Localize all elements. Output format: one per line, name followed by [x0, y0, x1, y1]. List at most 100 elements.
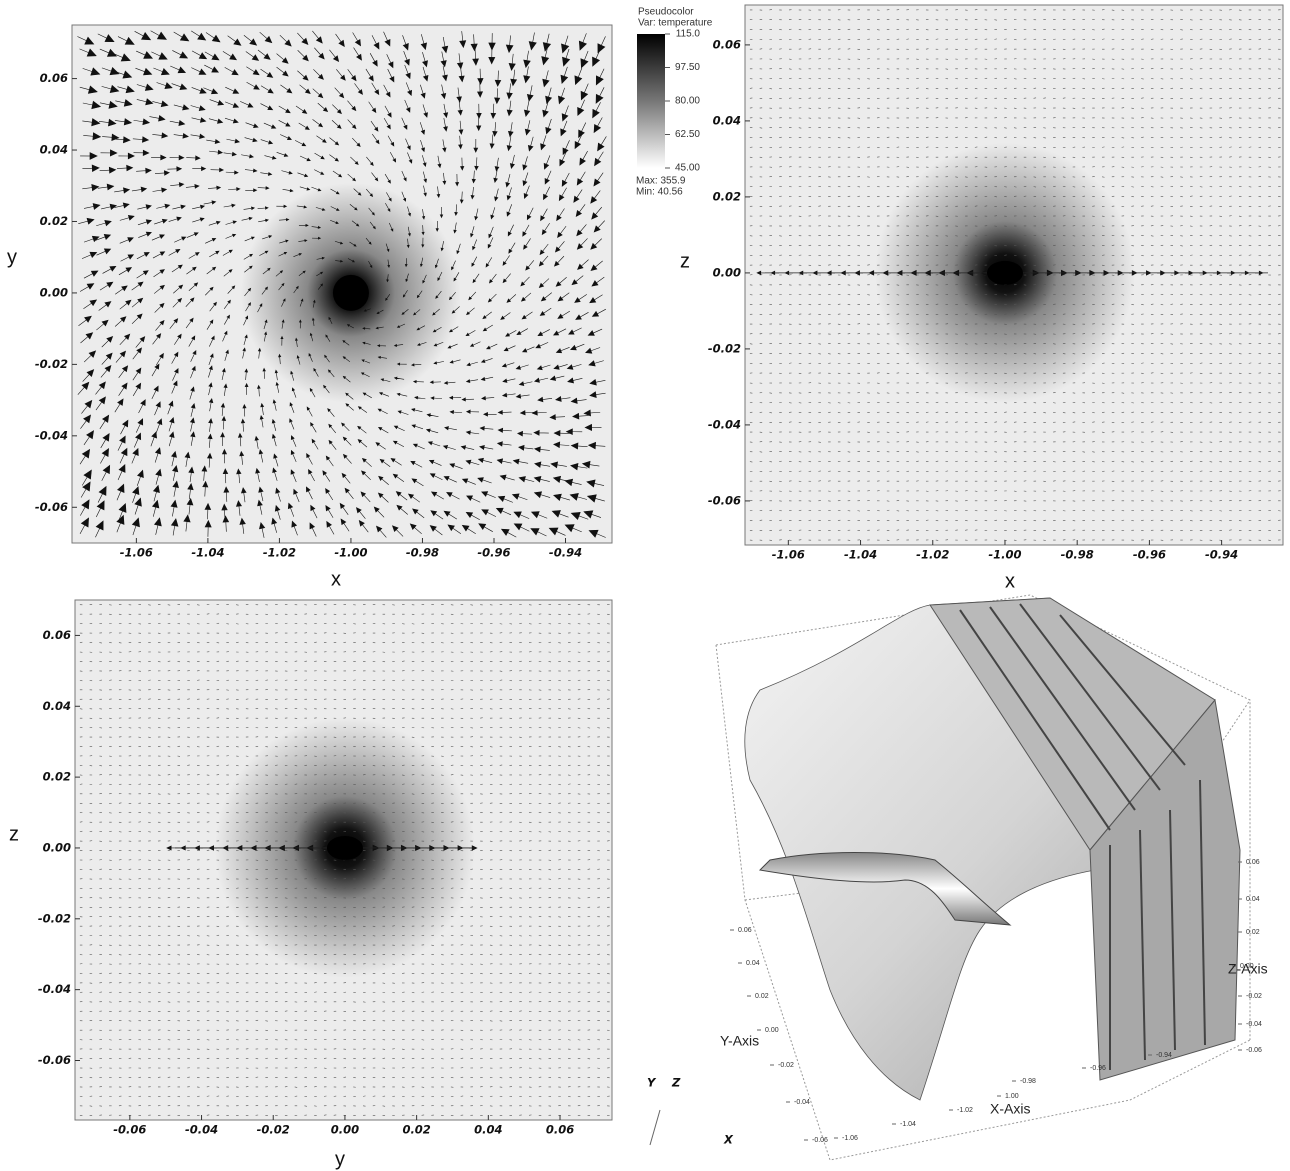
vector-glyph [208, 382, 213, 396]
vector-glyph [361, 457, 372, 467]
vector-glyph [345, 403, 354, 411]
vector-glyph [384, 173, 391, 184]
vector-glyph [114, 398, 124, 413]
vector-glyph [244, 287, 252, 297]
vector-glyph [273, 453, 279, 467]
vector-glyph [332, 104, 342, 115]
vector-glyph [132, 347, 142, 360]
vector-glyph [287, 502, 295, 517]
vector-glyph [509, 154, 515, 170]
vector-glyph [405, 82, 412, 97]
vector-glyph [172, 464, 179, 481]
vector-glyph [342, 356, 351, 363]
x-tick-label: -1.04 [844, 548, 877, 562]
vector-glyph [437, 271, 443, 282]
vector-glyph [101, 464, 111, 481]
vector-glyph [501, 362, 515, 368]
vector-glyph [290, 449, 297, 463]
vector-glyph [577, 259, 589, 270]
vector-glyph [136, 167, 152, 174]
vector-glyph [190, 431, 196, 446]
vector-glyph [539, 307, 552, 316]
vector-glyph [183, 514, 191, 532]
vector-glyph [224, 67, 239, 76]
vector-glyph [392, 440, 405, 448]
vector-glyph [360, 372, 370, 378]
vector-glyph [461, 524, 476, 535]
vector-glyph [185, 317, 194, 329]
vector-glyph [263, 122, 277, 129]
vector-glyph [401, 191, 407, 202]
vector-glyph [243, 206, 256, 211]
y-axis-label: y [7, 246, 17, 268]
vector-glyph [407, 206, 411, 217]
vector-glyph [433, 341, 444, 347]
vector-glyph [422, 66, 429, 82]
vector-glyph [204, 64, 220, 73]
vector-glyph [170, 65, 187, 74]
vector-glyph [521, 311, 533, 320]
vector-glyph [357, 439, 368, 448]
vector-glyph [470, 34, 478, 52]
vector-glyph [416, 325, 426, 331]
vector-glyph [385, 202, 391, 213]
vector-glyph [540, 292, 552, 302]
x-tick-label: -1.06 [120, 546, 153, 560]
vector-glyph [361, 359, 371, 364]
vector-glyph [315, 207, 326, 211]
vector-glyph [391, 525, 404, 537]
vector-field [749, 9, 1281, 541]
vector-glyph [79, 85, 98, 94]
vector-glyph [458, 135, 463, 150]
vector-glyph [171, 83, 188, 90]
vector-glyph [278, 282, 285, 291]
vector-glyph [346, 324, 354, 329]
vector-glyph [1229, 382, 1232, 384]
vector-glyph [341, 422, 350, 431]
vector-glyph [373, 506, 385, 518]
vector-glyph [236, 468, 242, 484]
vector-glyph [312, 299, 316, 308]
vector-glyph [101, 84, 120, 93]
vector-glyph [332, 170, 343, 178]
vector-glyph [401, 309, 409, 315]
vector-glyph [458, 66, 465, 83]
vector-glyph [573, 189, 583, 203]
vector-glyph [386, 274, 389, 283]
vector-glyph [99, 281, 114, 291]
vector-glyph [353, 47, 362, 61]
vector-glyph [205, 32, 221, 43]
vector-glyph [260, 85, 274, 94]
vector-glyph [383, 31, 391, 47]
vector-glyph [151, 363, 160, 377]
vector-glyph [221, 448, 228, 464]
vector-glyph [516, 328, 528, 336]
vector-glyph [169, 119, 186, 126]
vector-glyph [526, 207, 534, 221]
vector-glyph [553, 328, 567, 336]
x-tick-label: -0.96 [1133, 548, 1166, 562]
vector-glyph [227, 285, 236, 294]
vector-glyph [256, 384, 261, 397]
vector-glyph [297, 32, 309, 46]
vector-glyph [508, 53, 516, 71]
vector-glyph [422, 52, 428, 68]
vector-glyph [136, 50, 154, 59]
vector-glyph [375, 442, 386, 450]
vector-glyph [489, 134, 495, 149]
vector-glyph [185, 184, 200, 189]
vector-glyph [260, 139, 274, 145]
vector-glyph [440, 240, 444, 252]
vector-glyph [83, 235, 100, 243]
vector-glyph [542, 33, 552, 52]
vector-glyph [525, 260, 535, 271]
vector-glyph [481, 491, 496, 498]
vector-glyph [405, 138, 411, 151]
vector-glyph [581, 460, 600, 469]
vector-glyph [187, 482, 194, 500]
vector-glyph [506, 83, 513, 100]
vector-glyph [242, 347, 246, 359]
vector-glyph [330, 219, 339, 224]
vector-glyph [379, 458, 391, 467]
vector-glyph [186, 266, 197, 275]
